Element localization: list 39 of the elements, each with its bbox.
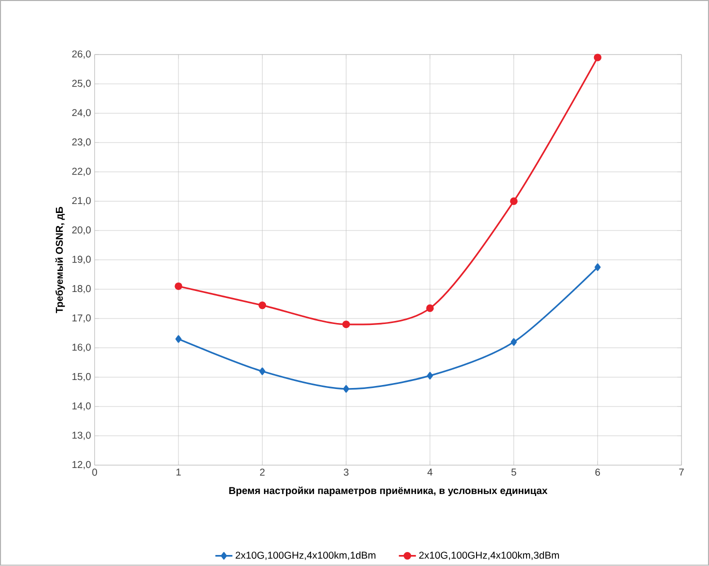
point xyxy=(594,263,601,272)
point xyxy=(258,302,266,310)
point xyxy=(510,338,517,346)
x-tick-label: 0 xyxy=(92,468,98,476)
x-tick-label: 6 xyxy=(595,468,600,476)
point xyxy=(174,282,182,290)
y-tick-label: 21,0 xyxy=(72,197,91,206)
point xyxy=(343,385,350,393)
point xyxy=(259,368,266,376)
y-tick-label: 16,0 xyxy=(72,344,91,352)
y-tick-label: 18,0 xyxy=(72,285,91,294)
point xyxy=(175,335,182,343)
point xyxy=(510,198,518,206)
point xyxy=(426,372,434,380)
y-tick-label: 22,0 xyxy=(72,168,91,176)
point xyxy=(342,320,350,328)
x-tick-label: 1 xyxy=(176,468,181,476)
y-axis-title: Требуемый OSNR, дБ xyxy=(55,206,65,314)
y-tick-label: 13,0 xyxy=(72,432,91,440)
y-tick-label: 12,0 xyxy=(72,461,91,470)
y-tick-label: 20,0 xyxy=(72,226,91,235)
y-tick-label: 25,0 xyxy=(72,80,91,88)
x-tick-label: 3 xyxy=(344,468,348,476)
point xyxy=(426,304,434,312)
y-tick-label: 23,0 xyxy=(72,138,91,147)
y-tick-label: 26,0 xyxy=(72,50,91,59)
legend-label: 2x10G,100GHz,4x100km,1dBm xyxy=(236,552,376,560)
x-axis-title: Время настройки параметров приёмника, в условных единицах xyxy=(229,486,548,496)
x-tick-label: 5 xyxy=(511,468,516,476)
y-tick-label: 17,0 xyxy=(72,314,91,323)
y-tick-label: 19,0 xyxy=(72,256,91,264)
x-tick-label: 2 xyxy=(260,468,265,476)
legend-label: 2x10G,100GHz,4x100km,3dBm xyxy=(419,552,559,560)
point xyxy=(594,54,602,62)
y-tick-label: 24,0 xyxy=(72,109,91,118)
y-tick-label: 15,0 xyxy=(72,373,91,382)
x-tick-label: 4 xyxy=(427,468,432,476)
y-tick-label: 14,0 xyxy=(72,402,91,411)
x-tick-label: 7 xyxy=(679,468,684,476)
